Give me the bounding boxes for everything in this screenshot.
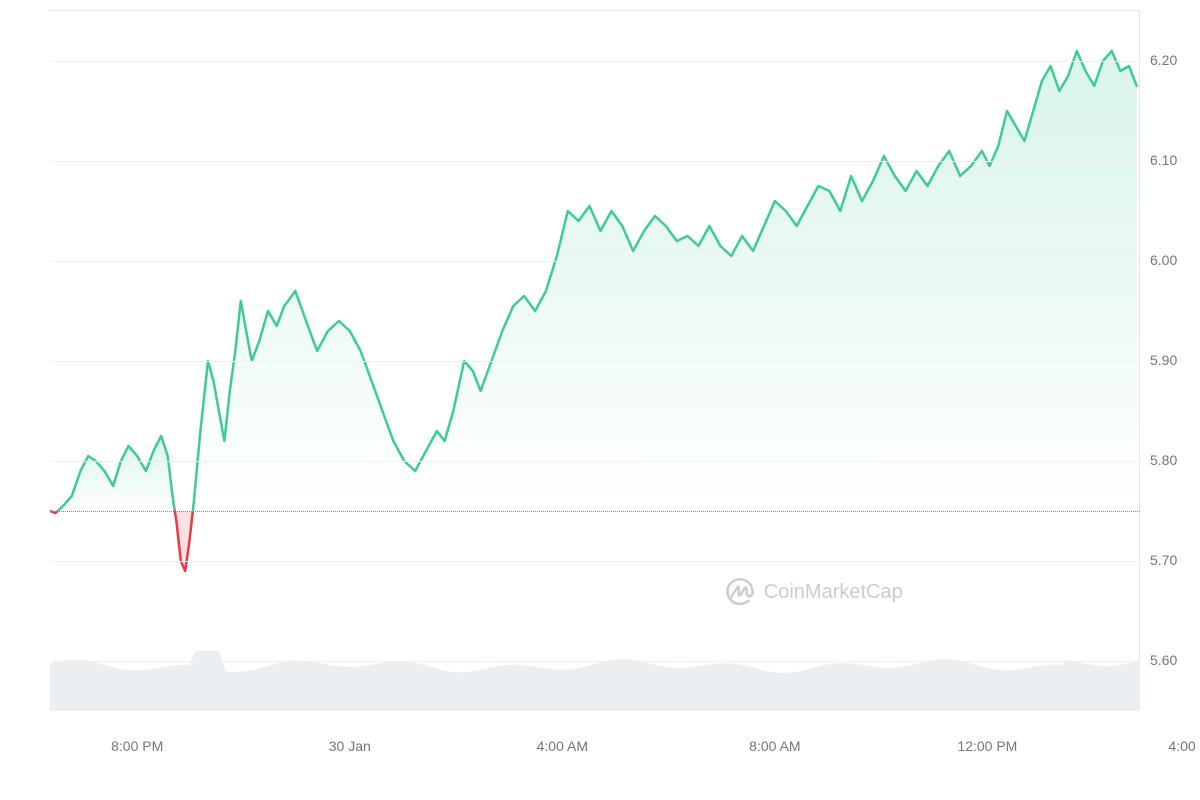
x-axis-label: 8:00 AM — [749, 738, 800, 754]
x-axis-label: 4:00 AM — [537, 738, 588, 754]
watermark-text: CoinMarketCap — [764, 581, 903, 604]
y-axis-label: 6.10 — [1150, 152, 1177, 168]
y-axis-label: 5.70 — [1150, 552, 1177, 568]
gridline — [50, 61, 1140, 62]
y-axis-label: 5.60 — [1150, 652, 1177, 668]
plot-area[interactable]: CoinMarketCap — [50, 11, 1140, 711]
price-chart[interactable]: CoinMarketCap — [50, 10, 1140, 710]
y-axis-label: 5.80 — [1150, 452, 1177, 468]
volume-bars — [50, 621, 1140, 711]
y-axis-label: 6.20 — [1150, 52, 1177, 68]
gridline — [50, 461, 1140, 462]
gridline — [50, 261, 1140, 262]
y-axis-label: 6.00 — [1150, 252, 1177, 268]
gridline — [50, 561, 1140, 562]
gridline — [50, 361, 1140, 362]
x-axis-label: 30 Jan — [329, 738, 371, 754]
x-axis-label: 4:00 PM — [1168, 738, 1200, 754]
coinmarketcap-logo-icon — [726, 578, 754, 606]
gridline — [50, 161, 1140, 162]
coinmarketcap-watermark: CoinMarketCap — [726, 578, 903, 606]
x-axis-label: 8:00 PM — [111, 738, 163, 754]
baseline-dotted — [50, 511, 1140, 512]
x-axis-label: 12:00 PM — [957, 738, 1017, 754]
y-axis-label: 5.90 — [1150, 352, 1177, 368]
